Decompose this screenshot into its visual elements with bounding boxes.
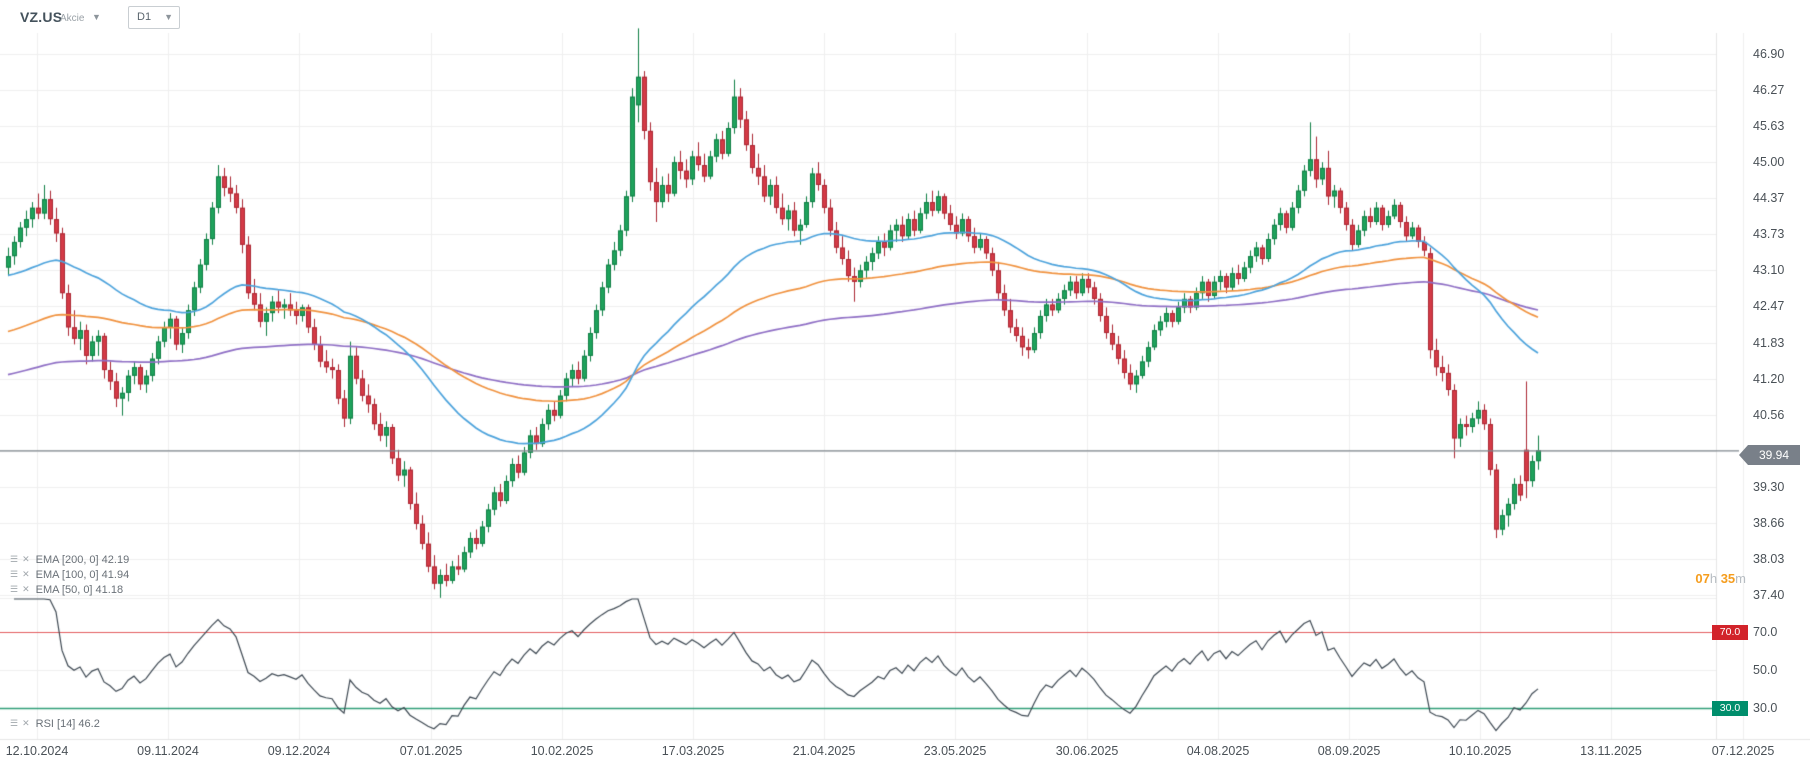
indicator-settings-icon[interactable]: ☰ (10, 554, 19, 564)
indicator-label: RSI [14] 46.2 (35, 717, 100, 730)
rsi-overbought-tag: 70.0 (1712, 624, 1748, 640)
rsi-oversold-tag: 30.0 (1712, 700, 1748, 716)
date-axis-label: 10.02.2025 (530, 744, 594, 758)
countdown-minutes-unit: m (1735, 571, 1746, 586)
countdown-hours: 07 (1695, 571, 1710, 586)
date-axis-label: 07.12.2025 (1711, 744, 1775, 758)
indicator-label: EMA [50, 0] 41.18 (35, 583, 124, 596)
candle-countdown-timer: 07h 35m (1695, 571, 1746, 586)
symbol-dropdown-chevron-down-icon[interactable]: ▼ (92, 12, 101, 22)
date-axis-label: 21.04.2025 (792, 744, 856, 758)
indicator-remove-icon[interactable]: ✕ (22, 569, 30, 579)
indicator-settings-icon[interactable]: ☰ (10, 569, 19, 579)
price-axis-label: 41.20 (1753, 371, 1785, 386)
price-axis-label: 41.83 (1753, 335, 1785, 350)
date-axis-label: 09.11.2024 (137, 744, 199, 758)
price-axis-label: 40.56 (1753, 407, 1785, 422)
timeframe-select[interactable]: D1 ▼ (128, 6, 180, 29)
date-axis-label: 13.11.2025 (1580, 744, 1642, 758)
date-axis-label: 08.09.2025 (1317, 744, 1381, 758)
indicator-label: EMA [200, 0] 42.19 (35, 553, 130, 566)
price-axis-label: 37.40 (1753, 588, 1785, 602)
date-axis-label: 10.10.2025 (1448, 744, 1512, 758)
price-axis-label: 44.37 (1753, 191, 1785, 206)
price-axis-label: 43.10 (1753, 263, 1785, 278)
price-axis-label: 38.03 (1753, 551, 1785, 566)
date-axis-label: 07.01.2025 (399, 744, 463, 758)
countdown-hours-unit: h (1709, 571, 1718, 586)
price-axis-label: 39.30 (1753, 479, 1785, 494)
indicator-remove-icon[interactable]: ✕ (22, 554, 30, 564)
indicator-settings-icon[interactable]: ☰ (10, 584, 19, 594)
indicator-legend-rsi: ☰ ✕ RSI [14] 46.2 (10, 716, 100, 731)
symbol-title[interactable]: VZ.US (20, 9, 63, 25)
date-axis-label: 30.06.2025 (1055, 744, 1119, 758)
current-price-tag: 39.94 (1739, 445, 1800, 465)
timeframe-value: D1 (137, 11, 152, 23)
indicator-legend-ema50: ☰ ✕ EMA [50, 0] 41.18 (10, 582, 123, 597)
price-axis-label: 38.66 (1753, 515, 1785, 530)
indicator-remove-icon[interactable]: ✕ (22, 718, 30, 728)
date-axis-label: 12.10.2024 (5, 744, 69, 758)
price-axis-label: 45.00 (1753, 155, 1785, 170)
date-axis-label: 23.05.2025 (923, 744, 987, 758)
price-axis-label: 43.73 (1753, 227, 1785, 242)
indicator-legend-ema100: ☰ ✕ EMA [100, 0] 41.94 (10, 567, 129, 582)
timeframe-chevron-down-icon: ▼ (164, 12, 173, 22)
date-axis-label: 09.12.2024 (267, 744, 331, 758)
date-axis-label: 17.03.2025 (661, 744, 725, 758)
indicator-label: EMA [100, 0] 41.94 (35, 568, 130, 581)
instrument-type-label: Akcie (60, 13, 85, 24)
price-axis-label: 46.27 (1753, 83, 1785, 98)
rsi-axis-label: 30.0 (1753, 701, 1778, 715)
rsi-axis-label: 70.0 (1753, 625, 1778, 639)
date-axis-label: 04.08.2025 (1186, 744, 1250, 758)
chart-header: VZ.US Akcie ▼ D1 ▼ (0, 0, 1810, 33)
price-axis-label: 42.47 (1753, 299, 1785, 314)
price-axis-label: 45.63 (1753, 119, 1785, 134)
price-axis-label: 46.90 (1753, 47, 1785, 61)
countdown-minutes: 35 (1720, 571, 1736, 586)
indicator-settings-icon[interactable]: ☰ (10, 718, 19, 728)
indicator-legend-ema200: ☰ ✕ EMA [200, 0] 42.19 (10, 552, 129, 567)
rsi-axis-label: 50.0 (1753, 663, 1778, 677)
indicator-remove-icon[interactable]: ✕ (22, 584, 30, 594)
